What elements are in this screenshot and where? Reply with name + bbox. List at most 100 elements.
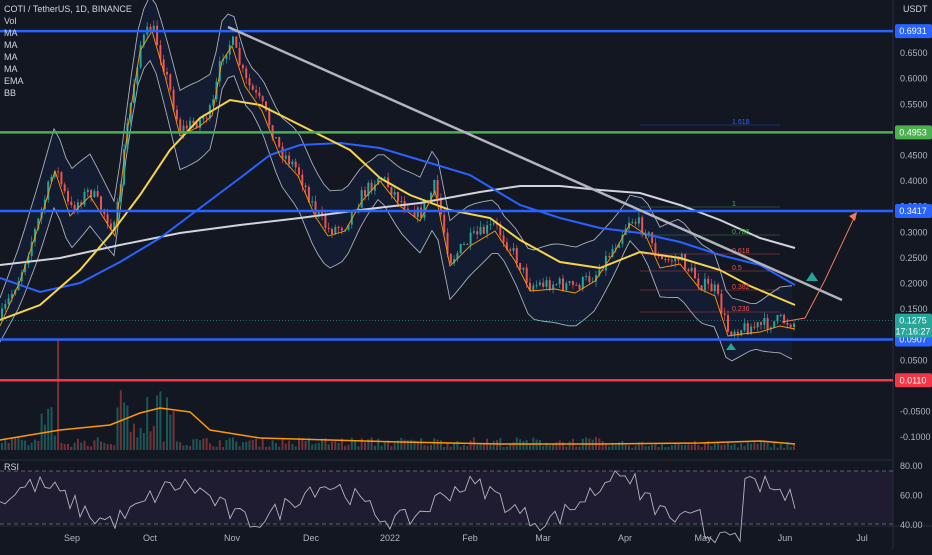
volume-bar: [535, 439, 538, 450]
volume-bar: [304, 440, 307, 450]
volume-bar: [684, 444, 687, 450]
volume-bar: [631, 447, 634, 450]
volume-bar: [182, 445, 185, 450]
volume-bar: [476, 444, 479, 450]
indicator-ma1-label[interactable]: MA: [4, 28, 18, 38]
volume-bar: [93, 440, 96, 450]
volume-bar: [367, 439, 370, 450]
candle-body: [651, 232, 654, 244]
indicator-ma4-label[interactable]: MA: [4, 64, 18, 74]
volume-bar: [47, 408, 50, 450]
volume-bar: [558, 440, 561, 450]
candle-body: [690, 267, 693, 271]
volume-bar: [156, 395, 159, 450]
indicator-vol-label[interactable]: Vol: [4, 16, 17, 26]
volume-bar: [80, 442, 83, 450]
candle-body: [697, 278, 700, 286]
candle-body: [393, 192, 396, 195]
volume-bar: [212, 446, 215, 450]
candle-body: [321, 211, 324, 216]
candle-body: [63, 184, 66, 192]
candle-body: [390, 186, 393, 195]
indicator-bb-label[interactable]: BB: [4, 88, 17, 98]
volume-bar: [192, 439, 195, 450]
candle-body: [182, 125, 185, 134]
volume-bar: [364, 442, 366, 450]
volume-bar: [611, 442, 614, 450]
volume-bar: [651, 444, 654, 450]
volume-bar: [241, 442, 244, 450]
volume-bar: [479, 442, 482, 450]
indicator-ma3-label[interactable]: MA: [4, 52, 18, 62]
candle-body: [575, 284, 578, 286]
volume-bar: [674, 444, 677, 450]
descending-trend-line[interactable]: [227, 25, 843, 302]
volume-bar: [387, 440, 390, 450]
volume-bar: [43, 424, 46, 450]
candle-body: [618, 243, 621, 248]
volume-bar: [116, 407, 119, 450]
volume-bar: [773, 442, 776, 450]
candle-body: [179, 119, 182, 134]
volume-bar: [380, 445, 383, 450]
volume-bar: [439, 440, 442, 450]
candle-body: [377, 178, 380, 185]
candle-body: [733, 331, 736, 335]
indicator-ma2-label[interactable]: MA: [4, 40, 18, 50]
volume-bar: [215, 446, 218, 450]
candle-body: [245, 68, 248, 79]
price-tag-label: 0.0110: [900, 375, 927, 385]
candle-body: [779, 314, 782, 316]
candle-body: [750, 326, 753, 335]
volume-bar: [251, 439, 254, 450]
candle-body: [469, 232, 472, 245]
time-axis-tick: Jun: [778, 533, 793, 543]
candle-body: [317, 211, 320, 215]
candle-body: [558, 278, 561, 285]
candle-body: [281, 146, 284, 159]
volume-bar: [324, 438, 327, 450]
volume-bar: [86, 445, 89, 450]
volume-bar: [57, 340, 60, 450]
candle-body: [80, 202, 83, 205]
time-axis-tick: 2022: [380, 533, 400, 543]
candle-body: [123, 149, 126, 185]
candle-body: [509, 249, 512, 251]
volume-bar: [760, 441, 762, 450]
price-axis-tick: 0.6500: [900, 48, 928, 58]
volume-bar: [793, 443, 795, 450]
volume-bar: [199, 440, 201, 450]
candle-body: [93, 191, 96, 198]
volume-bar: [568, 441, 571, 450]
candle-body: [766, 317, 769, 330]
candle-body: [783, 314, 786, 323]
candle-body: [525, 267, 528, 283]
volume-bar: [575, 446, 578, 450]
candle-body: [166, 71, 168, 75]
volume-bar: [713, 443, 716, 450]
volume-bar: [218, 440, 221, 450]
candle-body: [17, 281, 20, 291]
volume-bar: [505, 446, 508, 450]
currency-label: USDT: [903, 4, 928, 14]
candle-body: [684, 253, 687, 270]
candle-body: [466, 243, 469, 245]
candle-body: [331, 228, 333, 235]
candle-body: [492, 223, 495, 225]
volume-bar: [360, 438, 363, 450]
volume-bar: [222, 446, 225, 450]
indicator-ema-label[interactable]: EMA: [4, 76, 24, 86]
volume-bar: [4, 438, 7, 450]
volume-bar: [687, 444, 690, 450]
price-axis-tick: 0.4500: [900, 151, 928, 161]
fib-level-label: 1.618: [732, 119, 750, 126]
volume-bar: [746, 442, 749, 450]
volume-bar: [548, 445, 551, 450]
candle-body: [512, 248, 515, 251]
candle-body: [634, 222, 637, 224]
candle-body: [106, 214, 109, 224]
candle-body: [670, 260, 673, 262]
countdown-label: 17:16:27: [895, 327, 930, 337]
